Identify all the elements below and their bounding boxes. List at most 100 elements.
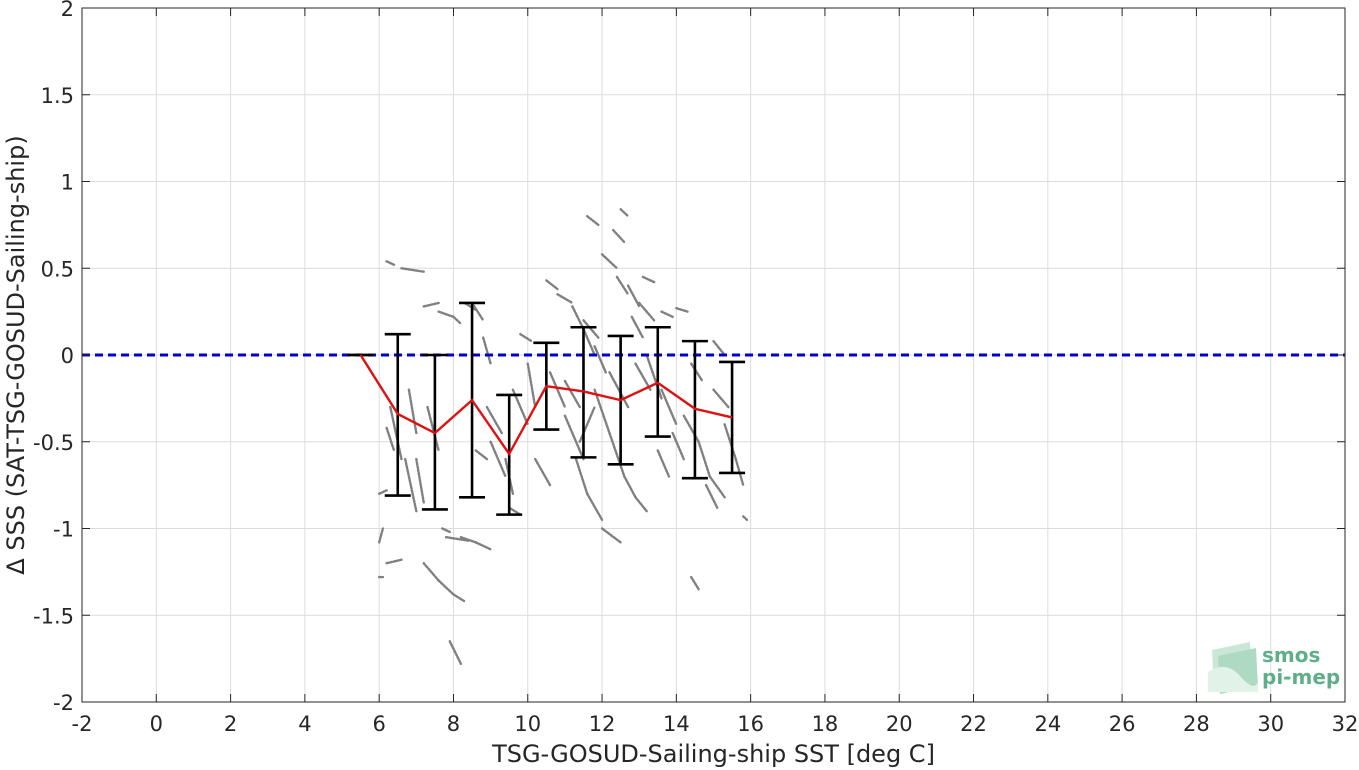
scatter-point-trail (586, 492, 604, 522)
scatter-point-trail (697, 440, 711, 478)
scatter-point-trail (634, 362, 652, 391)
scatter-point-trail (619, 208, 630, 218)
y-tick-label: -1 (53, 518, 74, 542)
scatter-point-trail (548, 371, 567, 409)
scatter-point-trail (742, 515, 749, 522)
scatter-point-trail (545, 279, 559, 291)
scatter-point-trail (608, 431, 626, 478)
x-tick-label: 20 (886, 712, 913, 736)
x-tick-label: 28 (1183, 712, 1210, 736)
x-tick-label: 6 (372, 712, 385, 736)
scatter-point-trail (448, 640, 463, 666)
scatter-point-trail (415, 457, 425, 504)
scatter-point-trail (712, 388, 730, 409)
scatter-point-trail (723, 423, 737, 461)
x-tick-label: 0 (150, 712, 163, 736)
scatter-point-trail (582, 327, 596, 357)
scatter-point-trail (563, 414, 585, 461)
scatter-point-trail (626, 284, 641, 308)
scatter-point-trail (422, 301, 440, 308)
scatter-point-trail (656, 449, 671, 478)
scatter-point-trail (660, 388, 678, 426)
x-tick-label: 12 (589, 712, 616, 736)
scatter-point-trail (582, 319, 600, 339)
logo-wave-icon (1208, 642, 1258, 694)
scatter-point-trail (474, 541, 492, 551)
scatter-point-trail (574, 457, 589, 495)
scatter-point-trail (519, 332, 533, 343)
scatter-point-trail (459, 535, 477, 544)
scatter-point-trail (426, 405, 440, 452)
scatter-point-trail (563, 379, 581, 409)
logo-text-pimep: pi-mep (1262, 665, 1340, 689)
scatter-point-trail (437, 579, 455, 596)
x-tick-label: 2 (224, 712, 237, 736)
scatter-point-trail (671, 431, 685, 461)
scatter-point-trail (385, 558, 403, 565)
scatter-point-trail (712, 339, 726, 357)
scatter-point-trail (641, 275, 656, 284)
y-tick-label: -2 (53, 691, 74, 715)
scatter-point-trail (593, 388, 611, 435)
scatter-point-trail (630, 315, 645, 339)
mean-line (359, 354, 733, 457)
scatter-point-trail (452, 315, 463, 325)
y-tick-label: 2 (61, 0, 74, 21)
scatter-point-trail (441, 527, 451, 534)
x-tick-label: 32 (1332, 712, 1359, 736)
scatter-points (377, 208, 749, 666)
scatter-point-trail (690, 362, 704, 383)
x-tick-label: -2 (72, 712, 93, 736)
x-axis-ticks: -2 0 2 4 6 8 10 12 14 16 18 20 22 24 26 28 30 32 (72, 8, 1359, 736)
x-tick-label: 18 (812, 712, 839, 736)
scatter-point-trail (593, 345, 607, 374)
y-axis-ticks: -2 -1.5 -1 -0.5 0 0.5 1 1.5 2 (33, 0, 1345, 715)
scatter-point-trail (481, 336, 492, 365)
scatter-point-trail (615, 275, 630, 296)
scatter-point-trail (437, 310, 455, 319)
x-tick-label: 24 (1034, 712, 1061, 736)
scatter-point-trail (600, 253, 619, 270)
scatter-point-trail (526, 362, 537, 409)
x-axis-title: TSG-GOSUD-Sailing-ship SST [deg C] (491, 740, 935, 768)
scatter-point-trail (600, 527, 622, 544)
scatter-point-trail (452, 593, 466, 603)
y-tick-label: -1.5 (33, 604, 74, 628)
scatter-point-trail (385, 260, 396, 266)
smos-pimep-logo: smos pi-mep (1208, 642, 1340, 694)
x-tick-label: 16 (737, 712, 764, 736)
scatter-point-trail (675, 306, 689, 313)
x-tick-label: 4 (298, 712, 311, 736)
scatter-point-trail (377, 489, 388, 495)
y-tick-label: -0.5 (33, 431, 74, 455)
scatter-point-trail (400, 267, 425, 273)
x-tick-label: 30 (1257, 712, 1284, 736)
x-tick-label: 14 (663, 712, 690, 736)
scatter-point-trail (704, 483, 719, 509)
x-tick-label: 22 (960, 712, 987, 736)
logo-text-smos: smos (1262, 643, 1320, 667)
scatter-point-trail (708, 475, 726, 499)
x-tick-label: 26 (1109, 712, 1136, 736)
scatter-point-trail (470, 301, 485, 322)
y-tick-label: 1.5 (41, 84, 74, 108)
scatter-point-trail (377, 527, 385, 544)
scatter-point-trail (586, 214, 600, 227)
scatter-point-trail (690, 575, 700, 591)
x-tick-label: 8 (447, 712, 460, 736)
scatter-point-trail (608, 371, 630, 409)
scatter-point-trail (660, 310, 674, 319)
scatter-point-trail (533, 457, 552, 487)
scatter-point-trail (474, 449, 489, 461)
scatter-point-trail (556, 293, 574, 305)
scatter-point-trail (638, 301, 656, 322)
y-tick-label: 0.5 (41, 257, 74, 281)
scatter-point-trail (403, 457, 418, 513)
scatter-point-trail (444, 535, 470, 542)
scatter-point-trail (407, 388, 418, 435)
scatter-point-trail (623, 475, 637, 499)
x-tick-label: 10 (514, 712, 541, 736)
scatter-point-trail (634, 496, 648, 513)
scatter-point-trail (571, 305, 585, 331)
